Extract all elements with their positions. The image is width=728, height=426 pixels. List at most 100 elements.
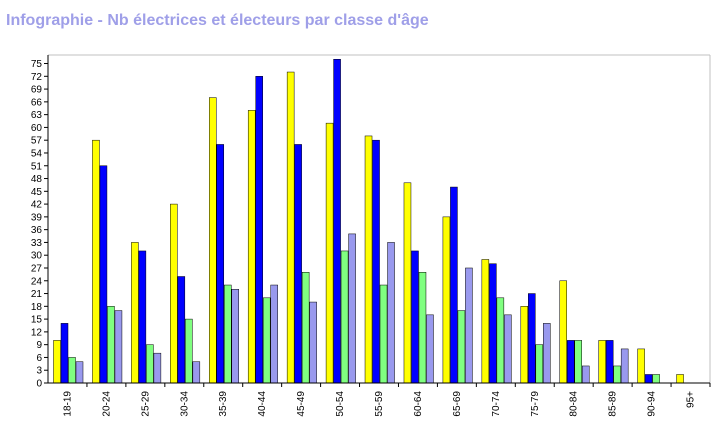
y-tick-label: 3 bbox=[36, 366, 42, 377]
bar bbox=[224, 284, 232, 384]
y-tick-label: 57 bbox=[31, 136, 43, 147]
bar bbox=[489, 263, 497, 384]
y-tick-label: 66 bbox=[31, 97, 43, 108]
bar bbox=[301, 272, 310, 384]
bar bbox=[426, 314, 434, 384]
bar bbox=[325, 122, 334, 384]
bar bbox=[75, 361, 84, 384]
bar bbox=[372, 139, 380, 384]
bar bbox=[170, 203, 178, 384]
bar bbox=[574, 340, 582, 384]
x-tick-label: 85-89 bbox=[608, 391, 619, 417]
bar bbox=[68, 357, 76, 384]
x-tick-label: 80-84 bbox=[569, 391, 580, 417]
bar bbox=[418, 272, 427, 384]
bar bbox=[496, 297, 505, 384]
bar bbox=[146, 344, 154, 384]
bar bbox=[411, 250, 419, 384]
x-tick-label: 25-29 bbox=[140, 391, 151, 417]
bar bbox=[403, 182, 412, 384]
bar bbox=[528, 293, 536, 384]
x-tick-label: 45-49 bbox=[296, 391, 307, 417]
x-tick-label: 95+ bbox=[686, 391, 697, 408]
x-tick-label: 40-44 bbox=[257, 391, 268, 417]
bar bbox=[92, 139, 100, 384]
y-tick-label: 27 bbox=[31, 263, 43, 274]
bar bbox=[309, 301, 317, 384]
y-tick-label: 60 bbox=[31, 123, 43, 134]
bar bbox=[442, 216, 451, 384]
y-tick-label: 24 bbox=[31, 276, 43, 287]
x-tick-label: 75-79 bbox=[530, 391, 541, 417]
bar bbox=[613, 365, 621, 384]
bar bbox=[559, 280, 567, 384]
bar bbox=[543, 323, 551, 384]
bar bbox=[286, 71, 295, 384]
bar bbox=[209, 97, 217, 384]
x-tick-label: 20-24 bbox=[101, 391, 112, 417]
x-tick-label: 30-34 bbox=[179, 391, 190, 417]
bar bbox=[605, 340, 614, 384]
bar bbox=[53, 340, 61, 384]
y-tick-label: 45 bbox=[31, 187, 43, 198]
bar bbox=[270, 284, 278, 384]
y-tick-label: 63 bbox=[31, 110, 43, 121]
bar bbox=[247, 110, 256, 384]
y-tick-label: 39 bbox=[31, 212, 43, 223]
bar bbox=[131, 242, 139, 384]
bar bbox=[520, 306, 529, 384]
y-tick-label: 48 bbox=[31, 174, 43, 185]
y-tick-label: 9 bbox=[36, 340, 42, 351]
y-tick-label: 0 bbox=[36, 379, 42, 390]
x-tick-label: 90-94 bbox=[647, 391, 658, 417]
bar bbox=[598, 340, 606, 384]
bar bbox=[652, 374, 660, 384]
bar bbox=[216, 144, 225, 384]
bar bbox=[676, 374, 684, 384]
x-tick-label: 18-19 bbox=[62, 391, 73, 417]
y-tick-label: 12 bbox=[31, 327, 43, 338]
bar bbox=[535, 344, 544, 384]
bar bbox=[185, 318, 193, 384]
y-tick-label: 21 bbox=[31, 289, 43, 300]
bar bbox=[231, 289, 240, 384]
bar bbox=[262, 297, 271, 384]
y-tick-label: 72 bbox=[31, 72, 43, 83]
bar bbox=[465, 267, 473, 384]
bar bbox=[379, 284, 388, 384]
y-tick-label: 36 bbox=[31, 225, 43, 236]
y-tick-label: 15 bbox=[31, 315, 43, 326]
bar bbox=[450, 186, 458, 384]
bar bbox=[348, 233, 356, 384]
bar bbox=[387, 242, 395, 384]
bar bbox=[504, 314, 512, 384]
bar bbox=[637, 348, 645, 384]
y-tick-label: 33 bbox=[31, 238, 43, 249]
bar bbox=[114, 310, 123, 384]
bar bbox=[138, 250, 147, 384]
bar bbox=[581, 365, 590, 384]
bar bbox=[457, 310, 466, 384]
y-tick-label: 51 bbox=[31, 161, 43, 172]
bar bbox=[177, 276, 186, 384]
x-tick-label: 70-74 bbox=[491, 391, 502, 417]
x-tick-label: 55-59 bbox=[374, 391, 385, 417]
bar bbox=[99, 165, 108, 384]
bar bbox=[294, 144, 302, 384]
x-tick-label: 65-69 bbox=[452, 391, 463, 417]
bar bbox=[364, 135, 373, 384]
y-tick-label: 42 bbox=[31, 200, 43, 211]
y-tick-label: 69 bbox=[31, 85, 43, 96]
y-tick-label: 54 bbox=[31, 148, 43, 159]
bar bbox=[60, 323, 69, 384]
x-tick-label: 50-54 bbox=[335, 391, 346, 417]
bar bbox=[333, 59, 341, 384]
bar bbox=[107, 306, 115, 384]
bar bbox=[620, 348, 629, 384]
x-tick-label: 35-39 bbox=[218, 391, 229, 417]
bar bbox=[255, 76, 263, 384]
bar bbox=[481, 259, 490, 384]
x-tick-label: 60-64 bbox=[413, 391, 424, 417]
y-tick-label: 6 bbox=[36, 353, 42, 364]
